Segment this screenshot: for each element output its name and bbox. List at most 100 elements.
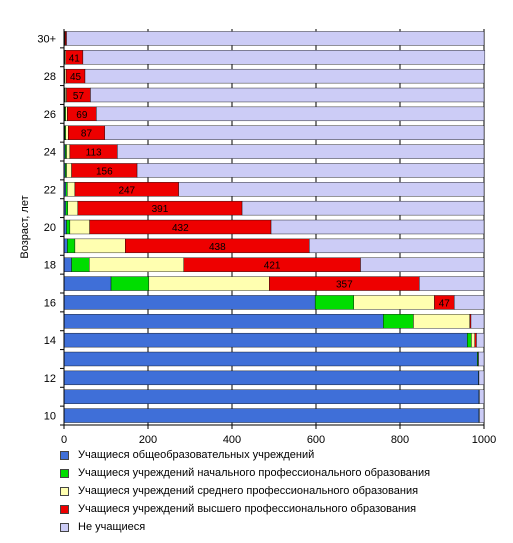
legend-swatch (60, 468, 69, 478)
axes (63, 29, 484, 426)
bar-segment (63, 276, 112, 291)
bar-segment (241, 200, 485, 216)
data-label: 432 (172, 223, 189, 234)
bar-segment (353, 295, 435, 310)
legend-swatch (60, 522, 69, 532)
x-tick-label: 400 (223, 434, 241, 446)
y-tick-label: 22 (44, 184, 56, 196)
data-label: 391 (152, 204, 169, 215)
y-tick-label: 10 (44, 411, 56, 423)
data-label: 41 (69, 53, 81, 64)
bars (63, 31, 486, 423)
bar-segment (360, 257, 485, 272)
bar-segment (71, 257, 90, 272)
legend-label: Учащиеся учреждений среднего профессиона… (78, 485, 419, 497)
legend-label: Учащиеся общеобразовательных учреждений (78, 449, 315, 461)
legend-item: Учащиеся учреждений среднего профессиона… (60, 482, 500, 500)
bar-segment (67, 200, 79, 216)
bar-segment (478, 351, 485, 367)
bar-segment (383, 314, 414, 329)
bar-segment (478, 370, 485, 386)
bar-segment (178, 182, 485, 197)
x-tick-label: 1000 (472, 434, 496, 446)
bar-segment (467, 332, 472, 348)
x-tick-label: 200 (139, 434, 157, 446)
bar-segment (82, 50, 486, 65)
legend-label: Учащиеся учреждений высшего профессионал… (78, 503, 417, 515)
data-label: 113 (86, 148, 102, 159)
y-axis-title: Возраст, лет (19, 195, 31, 258)
bar-segment (314, 295, 355, 310)
bar-segment (63, 370, 479, 386)
bar-segment (67, 238, 76, 254)
bar-segment (148, 276, 270, 291)
data-label: 69 (76, 110, 88, 121)
bar-segment (66, 31, 485, 46)
bar-segment (90, 87, 485, 103)
data-label: 438 (209, 242, 226, 253)
bar-segment (63, 332, 468, 348)
y-tick-label: 30+ (37, 33, 56, 45)
bar-segment (470, 314, 485, 329)
bar-segment (471, 332, 475, 348)
bar-segment (66, 163, 72, 178)
bar-segment (65, 200, 68, 216)
data-label: 47 (439, 298, 451, 309)
y-tick-labels: 10 12 14 16 18 20 22 24 26 28 30+ (37, 33, 64, 426)
bar-segment (63, 314, 384, 329)
legend-swatch (60, 486, 69, 496)
bar-segment (63, 351, 478, 367)
bar-segment (117, 144, 485, 159)
y-tick-label: 28 (44, 71, 56, 83)
bar-segment (479, 389, 485, 404)
x-tick-labels: 0 200 400 600 800 1000 (61, 425, 496, 446)
bar-segment (66, 144, 71, 159)
bar-segment (453, 295, 485, 310)
y-tick-label: 14 (44, 335, 56, 347)
y-tick-label: 16 (44, 297, 56, 309)
data-label: 421 (264, 261, 281, 272)
bar-segment (74, 238, 126, 254)
bar-segment (66, 219, 71, 235)
bar-segment (65, 125, 69, 140)
bar-segment (84, 68, 485, 84)
legend-label: Не учащиеся (78, 521, 146, 533)
bar-segment (136, 163, 485, 178)
data-label: 57 (73, 91, 85, 102)
y-tick-label: 12 (44, 373, 56, 385)
x-tick-label: 800 (391, 434, 409, 446)
bar-segment (96, 106, 485, 122)
bar-segment (63, 295, 316, 310)
data-label: 357 (336, 280, 353, 291)
x-tick-label: 600 (307, 434, 325, 446)
bar-segment (476, 332, 485, 348)
bar-segment (104, 125, 485, 140)
legend-item: Учащиеся учреждений высшего профессионал… (60, 500, 500, 518)
bar-segment (270, 219, 485, 235)
bar-segment (63, 389, 480, 404)
data-label: 45 (70, 72, 82, 83)
y-tick-label: 24 (44, 147, 56, 159)
data-label: 247 (118, 185, 135, 196)
bar-segment (474, 332, 477, 348)
x-tick-label: 0 (61, 434, 67, 446)
bar-segment (419, 276, 485, 291)
legend: Учащиеся общеобразовательных учреждений У… (60, 446, 500, 536)
bar-segment (110, 276, 150, 291)
data-label: 87 (81, 129, 93, 140)
legend-label: Учащиеся учреждений начального профессио… (78, 467, 431, 479)
data-label: 156 (96, 166, 113, 177)
bar-segment (479, 408, 485, 423)
bar-segment (65, 106, 68, 122)
legend-swatch (60, 504, 69, 514)
legend-item: Не учащиеся (60, 518, 500, 536)
bar-segment (309, 238, 485, 254)
bar-segment (69, 219, 90, 235)
bar-segment (63, 257, 72, 272)
legend-item: Учащиеся учреждений начального профессио… (60, 464, 500, 482)
bar-segment (63, 408, 480, 423)
legend-item: Учащиеся общеобразовательных учреждений (60, 446, 500, 464)
bar-segment (67, 182, 76, 197)
bar-segment (413, 314, 470, 329)
